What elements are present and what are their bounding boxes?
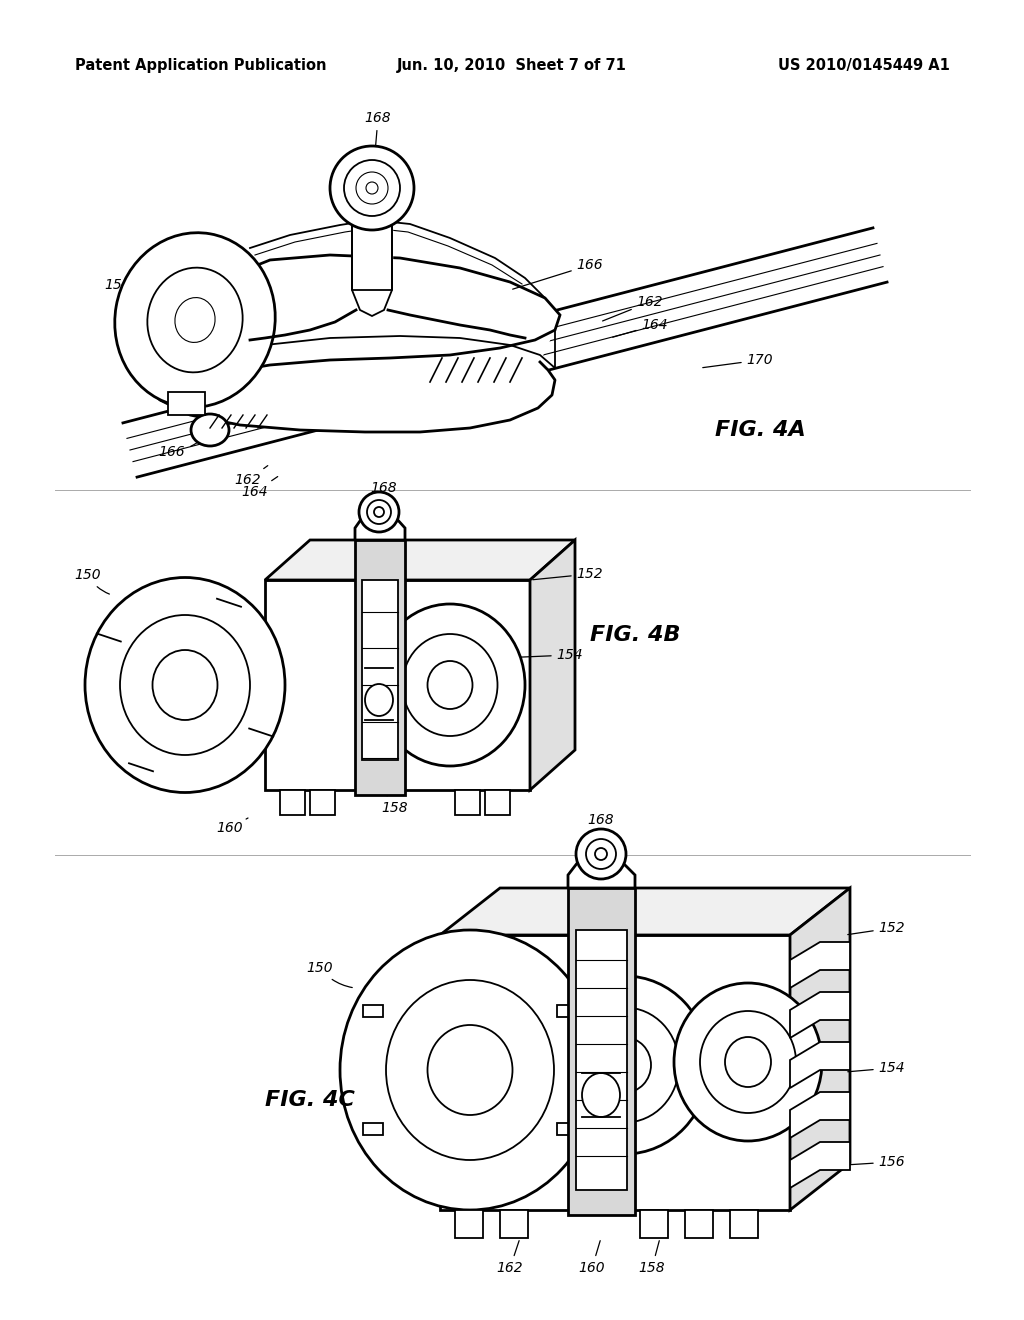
Ellipse shape <box>340 931 600 1210</box>
Ellipse shape <box>541 975 709 1154</box>
Text: 162: 162 <box>423 738 473 752</box>
Ellipse shape <box>115 232 275 408</box>
Text: 150: 150 <box>75 568 110 594</box>
Polygon shape <box>145 315 555 432</box>
Polygon shape <box>355 540 406 795</box>
Polygon shape <box>790 1041 850 1088</box>
Polygon shape <box>790 1142 850 1188</box>
Circle shape <box>366 182 378 194</box>
Polygon shape <box>265 579 530 789</box>
Text: 164: 164 <box>612 318 669 337</box>
Polygon shape <box>790 942 850 987</box>
Text: Jun. 10, 2010  Sheet 7 of 71: Jun. 10, 2010 Sheet 7 of 71 <box>397 58 627 73</box>
Text: FIG. 4A: FIG. 4A <box>715 420 805 440</box>
Ellipse shape <box>402 634 498 737</box>
Ellipse shape <box>571 1007 679 1122</box>
Text: 170: 170 <box>702 352 773 368</box>
Ellipse shape <box>700 1011 796 1113</box>
Text: 168: 168 <box>371 480 397 510</box>
Circle shape <box>359 492 399 532</box>
Text: 168: 168 <box>365 111 391 185</box>
Circle shape <box>367 500 391 524</box>
Polygon shape <box>310 789 335 814</box>
Polygon shape <box>440 935 790 1210</box>
Polygon shape <box>575 931 627 1191</box>
Polygon shape <box>362 579 398 760</box>
Polygon shape <box>790 888 850 1210</box>
Ellipse shape <box>147 268 243 372</box>
Polygon shape <box>790 1092 850 1138</box>
Circle shape <box>586 840 616 869</box>
Ellipse shape <box>427 1026 512 1115</box>
Text: 168: 168 <box>588 813 614 851</box>
Polygon shape <box>730 1210 758 1238</box>
Ellipse shape <box>191 414 229 446</box>
Polygon shape <box>485 789 510 814</box>
Polygon shape <box>500 1210 528 1238</box>
Circle shape <box>374 507 384 517</box>
Text: 154: 154 <box>503 648 584 663</box>
Text: 158: 158 <box>639 1241 666 1275</box>
Text: 150: 150 <box>104 279 162 310</box>
Ellipse shape <box>725 1038 771 1086</box>
Text: 160: 160 <box>579 1241 605 1275</box>
Circle shape <box>575 829 626 879</box>
Text: 152: 152 <box>848 921 905 935</box>
Ellipse shape <box>427 661 472 709</box>
Text: 154: 154 <box>848 1061 905 1074</box>
Ellipse shape <box>375 605 525 766</box>
Ellipse shape <box>153 649 217 719</box>
Polygon shape <box>352 220 392 290</box>
Text: 156: 156 <box>848 1155 905 1170</box>
Polygon shape <box>265 540 575 579</box>
Text: 152: 152 <box>532 568 603 581</box>
Ellipse shape <box>674 983 822 1140</box>
Circle shape <box>356 172 388 205</box>
Text: 162: 162 <box>602 294 664 321</box>
Polygon shape <box>557 1005 577 1016</box>
Polygon shape <box>362 1005 383 1016</box>
Polygon shape <box>640 1210 668 1238</box>
Circle shape <box>344 160 400 216</box>
Text: 160: 160 <box>217 818 248 836</box>
Ellipse shape <box>175 297 215 342</box>
Polygon shape <box>362 1123 383 1135</box>
Polygon shape <box>790 993 850 1038</box>
Ellipse shape <box>85 578 285 792</box>
Text: Patent Application Publication: Patent Application Publication <box>75 58 327 73</box>
Polygon shape <box>168 392 205 414</box>
Ellipse shape <box>120 615 250 755</box>
Polygon shape <box>455 789 480 814</box>
Ellipse shape <box>599 1038 651 1093</box>
Ellipse shape <box>582 1073 620 1117</box>
Polygon shape <box>145 255 560 389</box>
Polygon shape <box>455 1210 483 1238</box>
Polygon shape <box>568 888 635 1214</box>
Text: 164: 164 <box>242 477 278 499</box>
Text: FIG. 4C: FIG. 4C <box>265 1090 355 1110</box>
Polygon shape <box>530 540 575 789</box>
Circle shape <box>595 847 607 861</box>
Polygon shape <box>557 1123 577 1135</box>
Text: 166: 166 <box>159 430 211 459</box>
Circle shape <box>330 147 414 230</box>
Text: 162: 162 <box>234 466 267 487</box>
Text: 158: 158 <box>382 787 409 814</box>
Ellipse shape <box>386 979 554 1160</box>
Polygon shape <box>280 789 305 814</box>
Text: FIG. 4B: FIG. 4B <box>590 624 680 645</box>
Text: 162: 162 <box>497 1241 523 1275</box>
Text: 166: 166 <box>513 257 603 289</box>
Text: 150: 150 <box>306 961 352 987</box>
Text: US 2010/0145449 A1: US 2010/0145449 A1 <box>778 58 950 73</box>
Polygon shape <box>685 1210 713 1238</box>
Polygon shape <box>440 888 850 935</box>
Ellipse shape <box>365 684 393 715</box>
